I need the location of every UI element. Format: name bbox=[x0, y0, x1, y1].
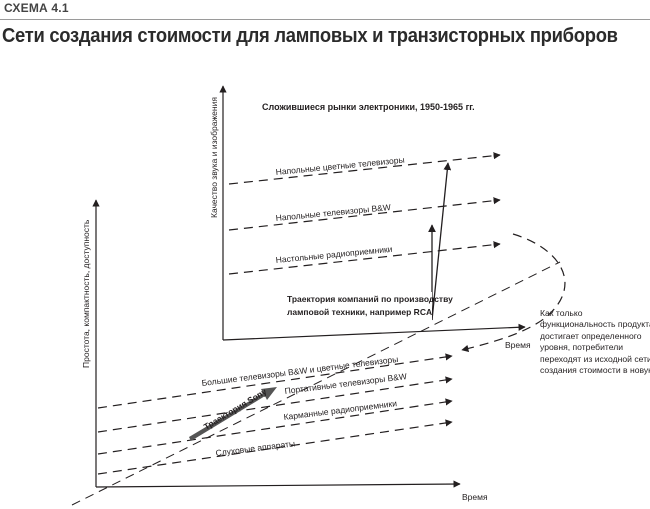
lower-x-axis-label: Время bbox=[462, 492, 488, 502]
side-note-line-1: Как только bbox=[540, 308, 583, 318]
rca-trajectory-label-2: ламповой техники, например RCA bbox=[287, 307, 432, 317]
rca-label-box bbox=[282, 292, 432, 320]
side-note-line-5: переходят из исходной сети bbox=[540, 354, 650, 364]
lower-y-axis-label: Простота, компактность, доступность bbox=[81, 219, 91, 368]
upper-market-label-floor-color-tv: Напольные цветные телевизоры bbox=[275, 155, 405, 177]
lower-market-line-portable-tv bbox=[97, 376, 453, 433]
plane-connector-diagonal bbox=[71, 261, 561, 506]
lower-market-label-pocket-radio: Карманные радиоприемники bbox=[283, 398, 398, 422]
side-note-line-6: создания стоимости в новую bbox=[540, 365, 650, 375]
sony-trajectory-label: Траектория Sony bbox=[202, 386, 269, 432]
side-note-line-2: функциональность продукта bbox=[540, 319, 650, 329]
side-note-line-4: уровня, потребители bbox=[540, 342, 623, 352]
upper-market-line-floor-color-tv bbox=[228, 152, 501, 185]
side-note-line-3: достигает определенного bbox=[540, 331, 642, 341]
upper-market-line-table-radio bbox=[228, 241, 501, 275]
upper-x-axis-label: Время bbox=[505, 340, 531, 350]
lower-x-axis bbox=[95, 480, 461, 488]
upper-market-line-floor-bw-tv bbox=[228, 197, 501, 231]
upper-plane-title: Сложившиеся рынки электроники, 1950-1965… bbox=[262, 102, 475, 112]
lower-market-label-hearing-aids: Слуховые аппараты bbox=[215, 438, 295, 458]
upper-x-axis bbox=[222, 323, 526, 341]
scheme-label: СХЕМА 4.1 bbox=[4, 1, 69, 15]
page-title: Сети создания стоимости для ламповых и т… bbox=[2, 25, 618, 47]
sony-trajectory-arrow bbox=[189, 387, 277, 441]
rca-trajectory-diagonal bbox=[431, 162, 452, 321]
rca-trajectory-label-1: Траектория компаний по производству bbox=[287, 294, 453, 304]
upper-y-axis-label: Качество звука и изображения bbox=[209, 97, 219, 218]
transition-curve bbox=[461, 233, 566, 352]
upper-market-label-floor-bw-tv: Напольные телевизоры B&W bbox=[275, 202, 391, 223]
header-rule bbox=[0, 19, 650, 20]
